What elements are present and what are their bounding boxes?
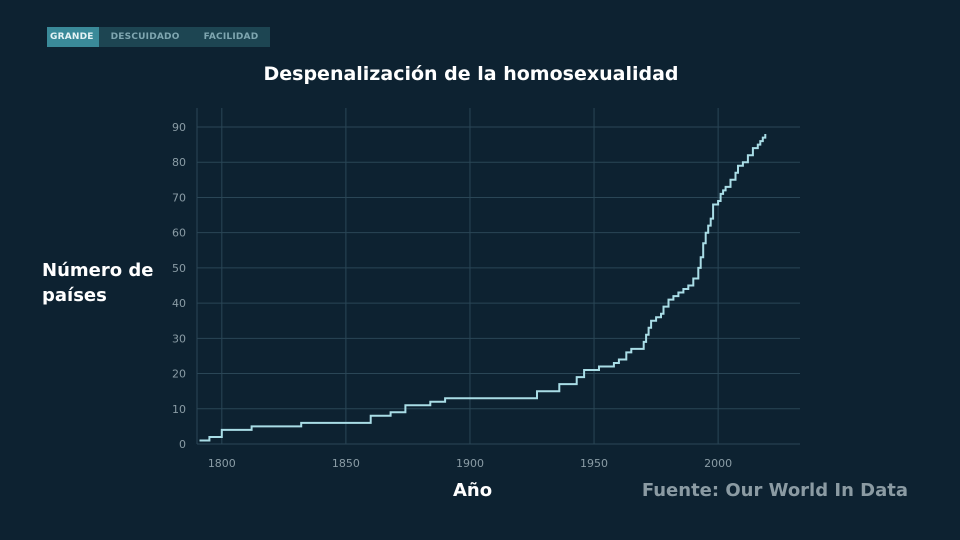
- tick-labels: 0 10 20 30 40 50 60 70 80 90 1800 1850 1900 1950 2000: [172, 121, 732, 470]
- y-tick-label: 60: [172, 227, 186, 240]
- y-tick-label: 20: [172, 368, 186, 381]
- tab-grande[interactable]: GRANDE: [47, 27, 99, 47]
- x-tick-label: 1900: [456, 457, 484, 470]
- y-axis-label: Número de países: [42, 260, 154, 306]
- y-tick-label: 40: [172, 297, 186, 310]
- x-tick-label: 1850: [332, 457, 360, 470]
- y-tick-label: 50: [172, 262, 186, 275]
- series-line: [199, 134, 767, 442]
- x-tick-label: 2000: [704, 457, 732, 470]
- chart-title: Despenalización de la homosexualidad: [263, 63, 679, 85]
- x-tick-label: 1800: [208, 457, 236, 470]
- grid: [196, 108, 800, 445]
- tab-facilidad[interactable]: FACILIDAD: [203, 32, 259, 42]
- tab-descuidado[interactable]: DESCUIDADO: [110, 32, 180, 42]
- x-axis-label: Año: [453, 480, 493, 501]
- y-tick-label: 0: [179, 438, 186, 451]
- y-tick-label: 10: [172, 403, 186, 416]
- y-tick-label: 30: [172, 332, 186, 345]
- y-tick-label: 90: [172, 121, 186, 134]
- view-tabs: GRANDE DESCUIDADO FACILIDAD: [47, 27, 271, 47]
- y-tick-label: 80: [172, 156, 186, 169]
- y-tick-label: 70: [172, 191, 186, 204]
- source-credit: Fuente: Our World In Data: [641, 480, 908, 501]
- x-tick-label: 1950: [580, 457, 608, 470]
